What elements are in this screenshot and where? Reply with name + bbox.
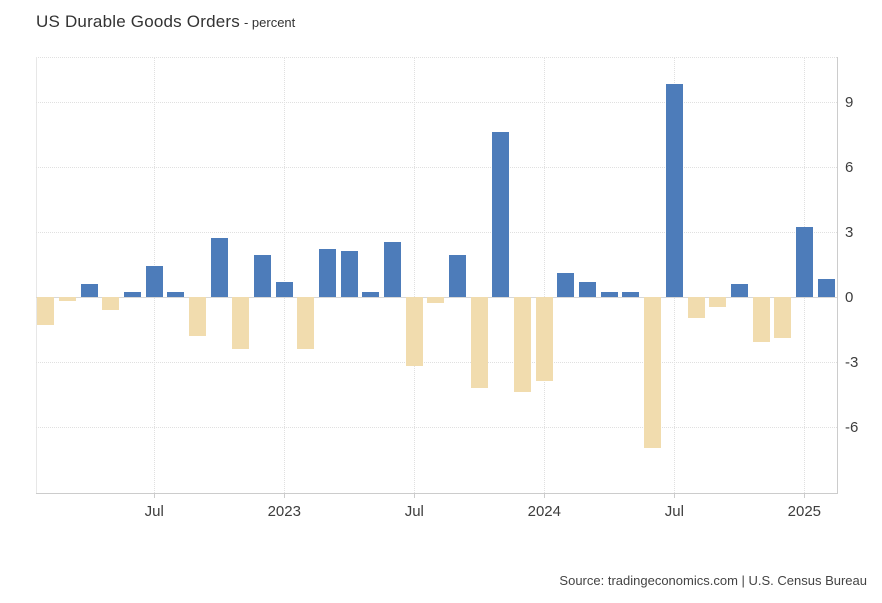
y-axis-label: 0 (845, 288, 854, 306)
v-gridline (284, 57, 286, 493)
x-axis-tick (674, 494, 676, 498)
x-axis-label: 2025 (787, 503, 822, 520)
bar-2023-04[interactable] (340, 251, 358, 297)
bar-2022-09[interactable] (189, 296, 207, 336)
bar-2023-06[interactable] (384, 242, 402, 297)
v-gridline (544, 57, 546, 493)
chart-header: US Durable Goods Orders - percent (36, 12, 295, 32)
bar-2022-08[interactable] (167, 292, 185, 297)
x-axis-label: 2023 (267, 503, 301, 520)
bar-2022-02[interactable] (37, 296, 55, 325)
bar-2023-03[interactable] (319, 248, 337, 297)
x-axis-tick (284, 494, 286, 498)
bar-2024-07[interactable] (665, 84, 683, 297)
x-axis-label: Jul (404, 503, 424, 520)
x-axis-label: 2024 (527, 503, 561, 520)
x-axis-line (36, 493, 838, 494)
plot-border-left (36, 57, 37, 493)
y-axis-label: -3 (845, 353, 859, 371)
y-axis-label: 6 (845, 158, 854, 176)
chart-subtitle: - percent (243, 15, 296, 30)
bar-2022-04[interactable] (80, 283, 98, 297)
x-axis-tick (154, 494, 156, 498)
bar-2024-09[interactable] (709, 296, 727, 308)
bar-2022-05[interactable] (102, 296, 120, 310)
bar-2024-08[interactable] (687, 296, 705, 319)
bar-2023-08[interactable] (427, 296, 445, 304)
bar-2023-02[interactable] (297, 296, 315, 349)
bar-2022-12[interactable] (254, 255, 272, 297)
plot-border-top (36, 57, 837, 58)
y-axis-label: 9 (845, 93, 854, 111)
bar-2023-11[interactable] (492, 131, 510, 297)
bar-2024-05[interactable] (622, 292, 640, 297)
bar-2024-10[interactable] (730, 283, 748, 297)
h-gridline (36, 166, 837, 168)
h-gridline (36, 426, 837, 428)
x-axis-label: Jul (144, 503, 164, 520)
bar-2022-03[interactable] (59, 296, 77, 301)
bar-2024-12[interactable] (774, 296, 792, 338)
bar-2024-01[interactable] (535, 296, 553, 382)
bar-2025-01[interactable] (795, 227, 813, 297)
x-axis-label: Jul (664, 503, 684, 520)
h-gridline (36, 361, 837, 363)
bar-2024-03[interactable] (579, 281, 597, 297)
chart-title: US Durable Goods Orders (36, 12, 240, 31)
bar-2022-11[interactable] (232, 296, 250, 349)
bar-2022-10[interactable] (210, 238, 228, 297)
bar-2022-07[interactable] (145, 266, 163, 297)
bar-2025-02[interactable] (817, 279, 835, 297)
bar-2024-02[interactable] (557, 272, 575, 297)
y-axis-label: -6 (845, 418, 859, 436)
y-axis-label: 3 (845, 223, 854, 241)
bar-2023-12[interactable] (514, 296, 532, 392)
bar-2023-07[interactable] (405, 296, 423, 366)
bar-2022-06[interactable] (124, 292, 142, 297)
x-axis-tick (544, 494, 546, 498)
bar-2023-10[interactable] (470, 296, 488, 388)
h-gridline (36, 231, 837, 233)
source-text: Source: tradingeconomics.com | U.S. Cens… (559, 573, 867, 588)
h-gridline (36, 101, 837, 103)
v-gridline (414, 57, 416, 493)
bar-2023-01[interactable] (275, 281, 293, 297)
bar-2024-11[interactable] (752, 296, 770, 343)
y-axis-line (837, 57, 838, 493)
bar-2024-06[interactable] (644, 296, 662, 449)
bar-2023-05[interactable] (362, 292, 380, 297)
x-axis-tick (804, 494, 806, 498)
x-axis-tick (414, 494, 416, 498)
bar-2024-04[interactable] (600, 292, 618, 297)
bar-2023-09[interactable] (449, 255, 467, 297)
